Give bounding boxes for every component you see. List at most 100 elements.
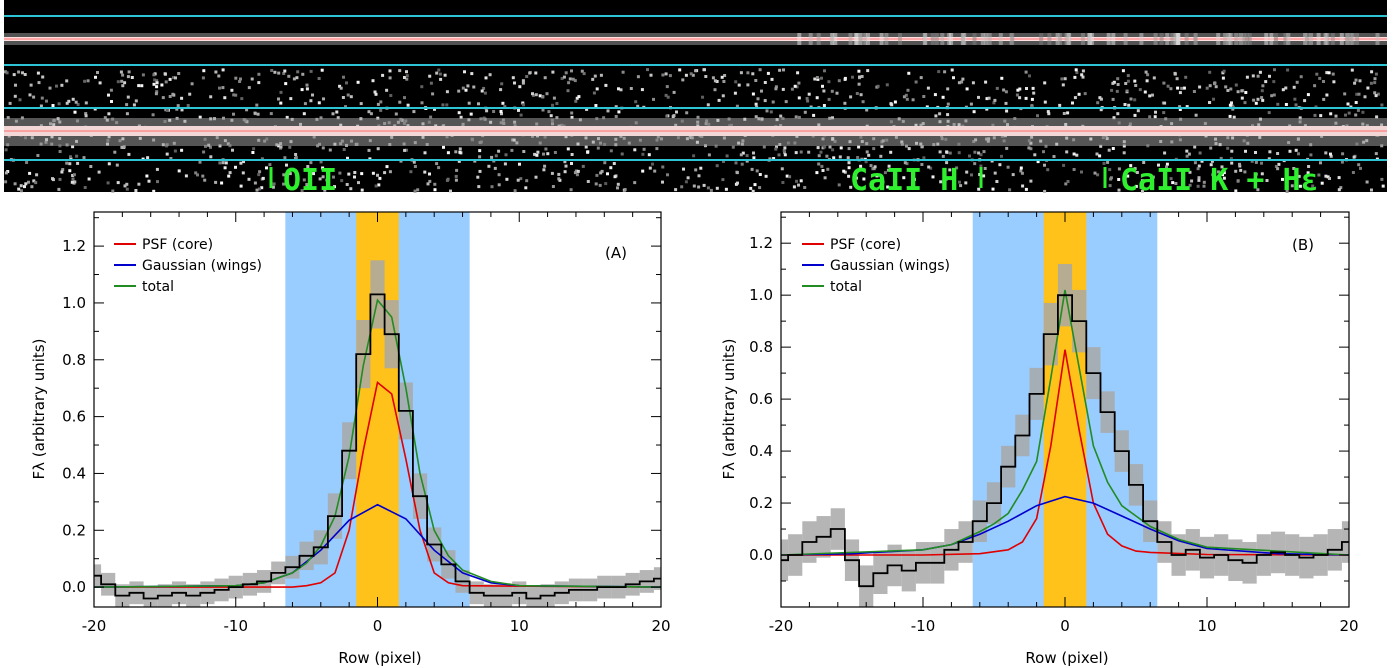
noise-pixel: [1261, 84, 1265, 88]
noise-pixel: [1028, 74, 1031, 78]
noise-pixel: [1229, 87, 1233, 91]
noise-pixel: [403, 148, 407, 152]
noise-pixel: [394, 112, 398, 116]
noise-pixel: [405, 74, 409, 78]
noise-pixel: [1108, 184, 1112, 188]
noise-pixel: [412, 110, 416, 114]
noise-pixel: [470, 72, 474, 76]
noise-pixel: [472, 85, 476, 89]
noise-pixel: [1142, 161, 1146, 164]
noise-pixel: [1043, 189, 1047, 193]
noise-pixel: [1019, 169, 1023, 173]
panel-b: -20 -10 0 10 20 0.0 0.2 0.4 0.6 0.8 1.0 1.2 Row (pi…: [720, 211, 1359, 667]
trace-texture: [1375, 33, 1380, 45]
noise-pixel: [323, 188, 327, 192]
noise-pixel: [752, 156, 756, 160]
noise-pixel: [160, 83, 164, 87]
noise-pixel: [1081, 75, 1085, 79]
noise-pixel: [697, 185, 701, 189]
noise-pixel: [575, 96, 579, 100]
noise-pixel: [186, 104, 190, 107]
noise-pixel: [245, 108, 249, 112]
noise-pixel: [567, 81, 571, 85]
noise-pixel: [783, 146, 787, 150]
noise-pixel: [1163, 151, 1167, 155]
noise-pixel: [1339, 186, 1343, 190]
noise-pixel: [1306, 171, 1310, 175]
noise-pixel: [57, 102, 61, 106]
noise-pixel: [823, 176, 827, 180]
noise-pixel: [32, 95, 36, 99]
noise-pixel: [1255, 172, 1258, 176]
noise-pixel: [68, 169, 72, 173]
noise-pixel: [1238, 162, 1241, 166]
noise-pixel: [1197, 178, 1201, 182]
trace-texture: [987, 33, 992, 45]
noise-pixel: [455, 168, 459, 172]
noise-pixel: [165, 152, 169, 156]
noise-pixel: [754, 102, 758, 106]
noise-pixel: [1073, 96, 1077, 100]
noise-pixel: [1112, 116, 1116, 120]
noise-pixel: [531, 92, 534, 96]
noise-pixel: [955, 166, 959, 170]
trace-texture: [848, 33, 853, 45]
noise-pixel: [268, 163, 272, 167]
noise-pixel: [73, 110, 77, 114]
noise-pixel: [580, 69, 584, 73]
noise-pixel: [137, 182, 141, 186]
noise-pixel: [134, 99, 138, 103]
noise-pixel: [1243, 101, 1247, 105]
trace-texture: [853, 33, 858, 45]
noise-pixel: [273, 70, 277, 74]
noise-pixel: [779, 114, 783, 118]
noise-pixel: [570, 115, 574, 119]
noise-pixel: [941, 95, 945, 99]
noise-pixel: [977, 95, 980, 99]
noise-pixel: [503, 105, 507, 109]
noise-pixel: [765, 109, 769, 113]
noise-pixel: [289, 97, 293, 101]
noise-pixel: [98, 81, 102, 85]
noise-pixel: [1209, 163, 1213, 167]
noise-pixel: [461, 86, 465, 90]
y-tick-label: 1.2: [749, 234, 773, 252]
trace-texture: [1283, 33, 1288, 45]
noise-pixel: [413, 165, 417, 168]
noise-pixel: [482, 86, 486, 90]
noise-pixel: [982, 174, 986, 178]
y-tick-label: 0.6: [62, 408, 86, 426]
noise-pixel: [317, 101, 321, 105]
noise-pixel: [123, 81, 127, 85]
noise-pixel: [929, 166, 933, 170]
noise-pixel: [1272, 93, 1276, 97]
noise-pixel: [130, 76, 134, 79]
noise-pixel: [1198, 151, 1202, 155]
noise-pixel: [369, 112, 373, 116]
noise-pixel: [881, 180, 885, 184]
total-curve: [94, 298, 661, 588]
noise-pixel: [573, 79, 577, 83]
noise-pixel: [755, 169, 759, 173]
noise-pixel: [826, 167, 830, 171]
noise-pixel: [573, 171, 577, 175]
noise-pixel: [1162, 81, 1166, 85]
noise-pixel: [357, 181, 360, 185]
noise-pixel: [563, 170, 567, 174]
noise-pixel: [4, 70, 7, 74]
noise-pixel: [1121, 69, 1125, 73]
noise-pixel: [1046, 110, 1050, 114]
noise-pixel: [750, 167, 754, 171]
trace-texture: [1330, 33, 1335, 45]
noise-pixel: [232, 112, 235, 116]
y-tick-label: 0.6: [749, 390, 773, 408]
trace-texture: [1047, 33, 1052, 45]
noise-pixel: [65, 161, 69, 165]
noise-pixel: [616, 186, 619, 190]
noise-pixel: [188, 92, 192, 96]
panel-b-xlabel: Row (pixel): [1025, 649, 1108, 667]
noise-pixel: [6, 116, 10, 120]
noise-pixel: [1166, 84, 1170, 88]
noise-pixel: [511, 76, 515, 80]
noise-pixel: [1165, 165, 1168, 169]
